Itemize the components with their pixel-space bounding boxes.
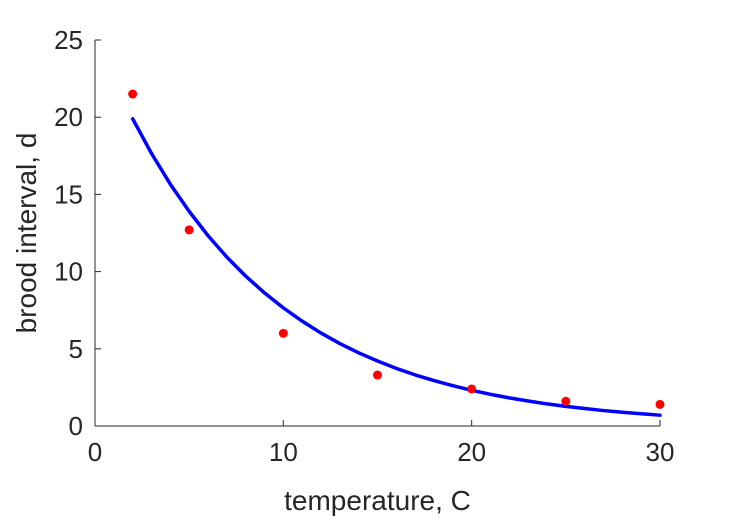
- y-tick-label: 15: [54, 179, 83, 209]
- x-tick-label: 30: [646, 437, 675, 467]
- data-point: [467, 384, 477, 394]
- data-point: [655, 399, 665, 409]
- data-point: [184, 225, 194, 235]
- fit-line-layer: [130, 116, 662, 417]
- x-axis-label: temperature, C: [284, 485, 471, 516]
- y-tick-label: 0: [69, 411, 83, 441]
- x-tick-label: 20: [457, 437, 486, 467]
- data-point: [561, 396, 571, 406]
- data-points-layer: [128, 89, 665, 409]
- x-tick-label: 10: [269, 437, 298, 467]
- y-tick-label: 10: [54, 257, 83, 287]
- axes: [94, 40, 660, 427]
- x-tick-label: 0: [88, 437, 102, 467]
- y-axis-label: brood interval, d: [11, 133, 42, 334]
- ticks: 0 10 20 30 0 5 10 15 20 25: [54, 25, 674, 467]
- data-point: [373, 370, 382, 380]
- y-tick-label: 20: [54, 102, 83, 132]
- y-tick-label: 25: [54, 25, 83, 55]
- y-tick-label: 5: [69, 334, 83, 364]
- data-point: [128, 89, 138, 99]
- fit-curve: [130, 116, 662, 417]
- data-point: [278, 328, 288, 338]
